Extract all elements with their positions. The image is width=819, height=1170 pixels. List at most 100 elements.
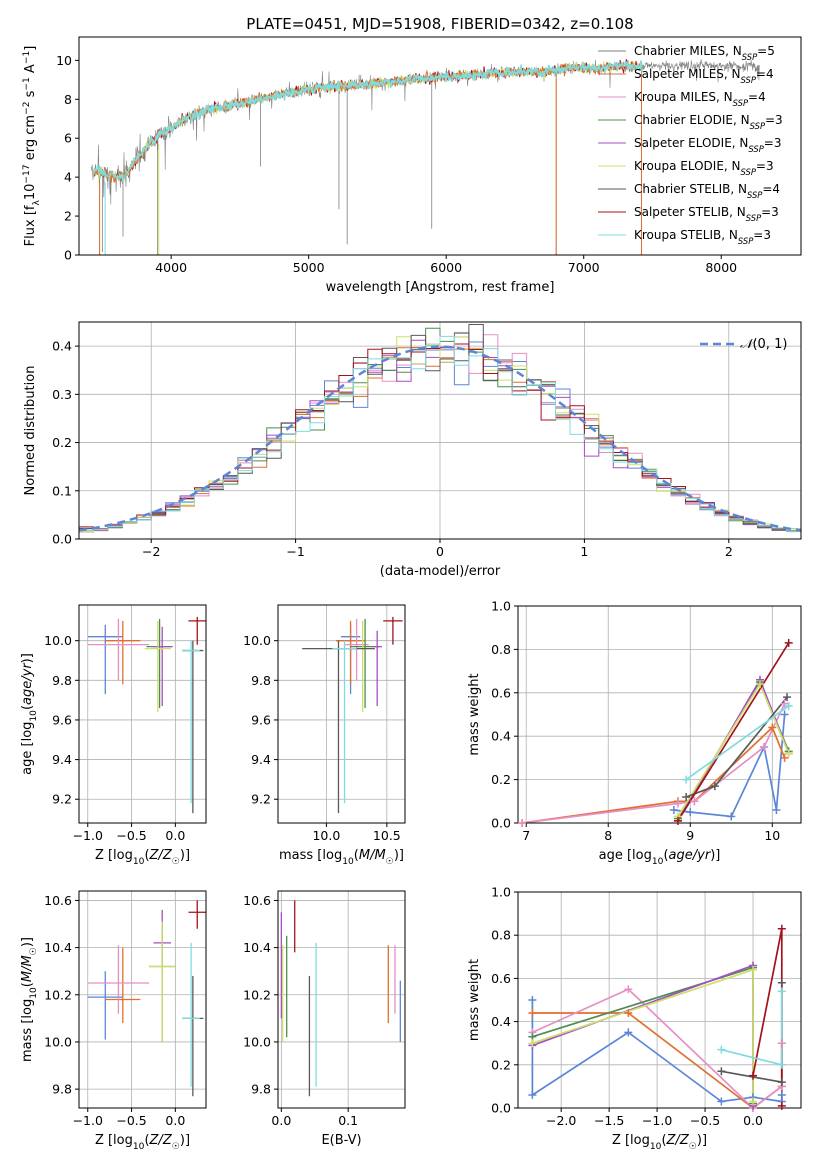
x-tick-label: 0.1 [338,1113,358,1128]
x-tick-label: 0.0 [743,1113,763,1128]
y-tick-label: 1.0 [491,599,511,614]
y-tick-label: 0.0 [491,816,511,831]
y-axis-label: Normed distribution [23,366,38,496]
axes-frame [277,604,406,824]
weight-point [717,1067,726,1076]
y-tick-label: 0.1 [52,483,72,498]
axes-frame [277,890,406,1109]
weight-point [624,985,633,994]
y-tick-label: 8 [64,92,72,107]
x-tick-label: −1.0 [73,828,103,843]
y-axis-label: Flux [fλ10−17 erg cm−2 s−1 A−1] [22,46,42,247]
x-tick-label: 9 [686,828,694,843]
x-tick-label: −1 [286,544,304,559]
axes-frame [78,890,207,1109]
y-tick-label: 9.6 [251,712,271,727]
y-tick-label: 10.2 [44,987,72,1002]
y-tick-label: 9.8 [52,673,72,688]
weight-point [780,699,789,708]
y-tick-label: 0.8 [491,642,511,657]
chart-residuals: −2 −1 0 1 2 0.0 0.1 0.2 0.3 0.4 (data-model)/error… [23,321,802,579]
x-tick-label: 10.0 [312,828,340,843]
model-line-kroupa_stelib [93,60,644,183]
chart-mass_vs_ebv: 0.0 0.1 9.8 10.0 10.2 10.4 10.6 E(B-V) [243,890,406,1148]
y-tick-label: 0.6 [491,685,511,700]
y-tick-label: 9.8 [251,673,271,688]
y-tick-label: 6 [64,131,72,146]
weight-point [717,1097,726,1106]
legend-entry: Salpeter STELIB, NSSP=3 [634,205,779,223]
weight-line-salpeter_stelib [677,642,790,822]
y-tick-label: 9.8 [52,1082,72,1097]
weight-point [528,996,537,1004]
model-line-salpeter_stelib [93,58,644,182]
y-tick-label: 0.3 [52,387,72,402]
weight-line-kroupa_stelib [685,705,790,781]
axes-frame [78,604,207,824]
x-tick-label: 4000 [155,260,187,275]
weight-point [673,799,682,808]
weight-line-kroupa_stelib [721,991,783,1066]
weight-point [624,1028,633,1037]
weight-point [528,1091,537,1100]
weight-point [777,1078,786,1087]
normal-curve [79,345,801,532]
x-tick-label: 0.0 [271,1113,291,1128]
x-axis-label: Z [log10(Z/Z☉)] [612,1133,707,1152]
y-tick-label: 9.6 [52,712,72,727]
weight-line-salpeter_miles [521,726,786,823]
y-tick-label: 0.4 [491,729,511,744]
axes-frame [517,605,802,824]
y-tick-label: 0.6 [491,971,511,986]
chart-age_vs_Z: −1.0 −0.5 0.0 9.2 9.4 9.6 9.8 10.0 Z [log10(Z/Z☉… [20,604,207,867]
weight-point [777,924,786,933]
weight-point [772,805,781,814]
weight-point [682,775,691,784]
weight-point [760,743,769,752]
y-axis-label: mass weight [467,673,482,755]
y-tick-label: 10.2 [243,987,271,1002]
legend-entry: Kroupa MILES, NSSP=4 [634,90,766,108]
plot-area [280,900,401,1097]
weight-point [528,1039,537,1048]
weight-line-chabrier_stelib [721,982,783,1084]
weight-point [768,723,777,732]
y-tick-label: 10.6 [44,893,72,908]
y-tick-label: 0.4 [491,1014,511,1029]
x-axis-label: Z [log10(Z/Z☉)] [95,848,190,867]
y-tick-label: 9.2 [251,792,271,807]
figure-title: PLATE=0451, MJD=51908, FIBERID=0342, z=0… [246,15,633,33]
y-tick-label: 4 [64,170,72,185]
legend-entry: Chabrier ELODIE, NSSP=3 [634,113,783,131]
x-tick-label: −0.5 [690,1113,720,1128]
plot-area [521,642,790,823]
weight-point [710,782,719,791]
y-tick-label: 0.0 [491,1101,511,1116]
weight-point [669,805,678,814]
y-tick-label: 0 [64,248,72,263]
x-tick-label: 6000 [430,260,462,275]
x-tick-label: 0 [436,544,444,559]
weight-point [755,680,764,689]
y-tick-label: 0.0 [52,532,72,547]
x-axis-label: age [log10(age/yr)] [599,848,721,867]
y-tick-label: 10.0 [243,633,271,648]
weight-point [784,749,793,758]
plot-area [87,900,206,1097]
weight-point [784,638,793,647]
weight-line-salpeter_elodie [532,964,754,1106]
x-tick-label: −1.0 [642,1113,672,1128]
y-tick-label: 10.0 [243,1034,271,1049]
x-tick-label: 0.0 [165,1113,185,1128]
y-tick-label: 2 [64,209,72,224]
axes-frame [78,36,802,256]
weight-point [777,987,786,996]
plot-area [87,616,206,814]
weight-point [749,1097,758,1106]
histogram-salpeter_stelib [79,343,801,532]
y-tick-label: 0.8 [491,928,511,943]
weight-point [749,965,758,974]
weight-point [528,1008,537,1017]
legend-entry: Kroupa ELODIE, NSSP=3 [634,159,774,177]
